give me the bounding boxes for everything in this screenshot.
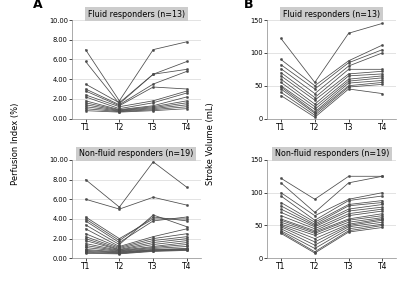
Title: Fluid responders (n=13): Fluid responders (n=13) (283, 10, 380, 19)
Text: Stroke Volume (mL): Stroke Volume (mL) (206, 102, 214, 185)
Text: A: A (34, 0, 43, 11)
Text: B: B (244, 0, 254, 11)
Title: Fluid responders (n=13): Fluid responders (n=13) (88, 10, 185, 19)
Title: Non-fluid responders (n=19): Non-fluid responders (n=19) (274, 150, 389, 158)
Title: Non-fluid responders (n=19): Non-fluid responders (n=19) (79, 150, 194, 158)
Text: Perfusion Index (%): Perfusion Index (%) (12, 102, 20, 185)
